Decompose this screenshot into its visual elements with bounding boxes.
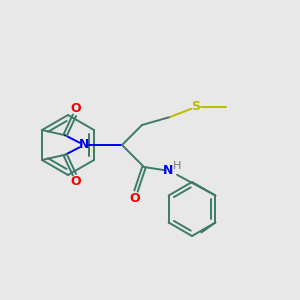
Text: O: O bbox=[70, 175, 81, 188]
Text: O: O bbox=[70, 102, 81, 115]
Text: O: O bbox=[130, 191, 140, 205]
Text: H: H bbox=[173, 161, 181, 171]
Text: N: N bbox=[79, 139, 89, 152]
Text: N: N bbox=[163, 164, 173, 176]
Text: S: S bbox=[191, 100, 200, 113]
